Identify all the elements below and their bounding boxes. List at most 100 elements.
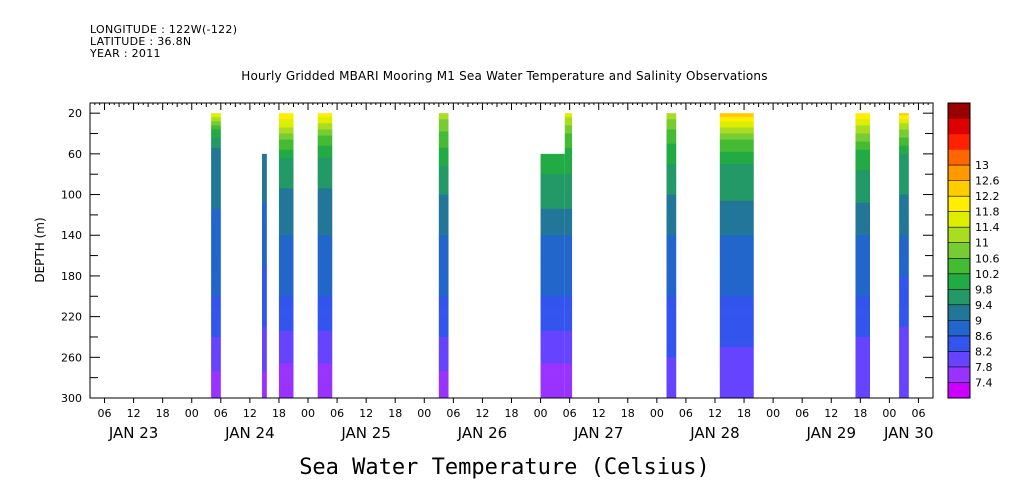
data-cell [317, 273, 333, 277]
data-cell [899, 133, 909, 136]
data-cell [719, 129, 754, 132]
data-cell [317, 155, 333, 159]
data-cell [719, 273, 754, 277]
data-cell [211, 151, 221, 155]
data-cell [211, 391, 221, 395]
data-cell [261, 168, 267, 171]
data-cell [666, 159, 677, 163]
data-cell [719, 314, 754, 318]
data-cell [719, 233, 754, 236]
y-tick-label: 100 [61, 189, 82, 202]
data-cell [278, 286, 294, 289]
data-cell [564, 290, 573, 293]
data-cell [899, 330, 909, 334]
data-cell [540, 361, 565, 364]
data-cell [278, 223, 294, 226]
data-cell [899, 326, 909, 330]
data-cell [719, 332, 754, 336]
data-cell [438, 225, 449, 228]
data-cell [855, 365, 871, 368]
colorbar-label: 10.2 [975, 268, 1000, 281]
data-cell [278, 393, 294, 397]
data-cell [564, 263, 573, 267]
data-cell [855, 168, 871, 171]
x-tick-label: 06 [214, 407, 228, 420]
data-cell [564, 206, 573, 210]
data-cell [666, 308, 677, 311]
data-cell [317, 239, 333, 242]
data-cell [564, 131, 573, 134]
data-cell [317, 257, 333, 261]
y-tick-label: 220 [61, 311, 82, 324]
data-cell [899, 192, 909, 195]
data-cell [438, 135, 449, 138]
x-tick-label: 12 [592, 407, 606, 420]
data-cell [540, 345, 565, 348]
data-cell [211, 269, 221, 273]
data-cell [211, 147, 221, 151]
data-cell [855, 149, 871, 153]
data-cell [719, 196, 754, 200]
data-cell [899, 381, 909, 385]
data-cell [261, 164, 267, 167]
data-cell [317, 133, 333, 136]
data-cell [855, 119, 871, 122]
data-cell [666, 393, 677, 397]
data-cell [719, 267, 754, 271]
data-cell [438, 355, 449, 358]
data-cell [719, 383, 754, 387]
data-cell [540, 261, 565, 265]
data-cell [564, 239, 573, 242]
data-cell [261, 239, 267, 242]
data-cell [261, 332, 267, 336]
data-cell [438, 334, 449, 338]
data-column [719, 113, 754, 399]
data-cell [261, 247, 267, 250]
data-cell [278, 174, 294, 177]
data-cell [317, 322, 333, 326]
data-cell [855, 353, 871, 356]
data-cell [438, 127, 449, 130]
data-cell [261, 306, 267, 309]
data-cell [261, 225, 267, 228]
data-cell [666, 202, 677, 206]
data-cell [438, 365, 449, 368]
data-cell [719, 227, 754, 230]
data-cell [564, 208, 573, 212]
data-cell [564, 334, 573, 338]
data-cell [666, 316, 677, 320]
data-cell [719, 389, 754, 393]
data-cell [540, 178, 565, 181]
data-cell [317, 168, 333, 171]
data-cell [438, 186, 449, 189]
data-cell [278, 151, 294, 155]
data-cell [540, 164, 565, 167]
data-cell [278, 200, 294, 204]
data-cell [855, 188, 871, 191]
data-cell [211, 387, 221, 391]
data-cell [261, 345, 267, 348]
data-cell [540, 300, 565, 303]
data-cell [261, 339, 267, 342]
data-cell [899, 188, 909, 191]
data-cell [438, 123, 449, 126]
data-cell [666, 353, 677, 356]
data-cell [540, 286, 565, 289]
data-cell [438, 379, 449, 383]
data-cell [211, 231, 221, 234]
data-cell [278, 216, 294, 220]
data-cell [855, 208, 871, 212]
data-cell [278, 300, 294, 303]
data-cell [278, 383, 294, 387]
data-cell [564, 157, 573, 161]
data-cell [261, 184, 267, 187]
x-tick-label: 12 [824, 407, 838, 420]
data-cell [317, 127, 333, 130]
data-cell [899, 139, 909, 143]
colorbar-swatch [948, 258, 970, 275]
data-cell [564, 192, 573, 195]
data-cell [666, 369, 677, 372]
data-cell [666, 115, 677, 118]
data-cell [719, 198, 754, 202]
